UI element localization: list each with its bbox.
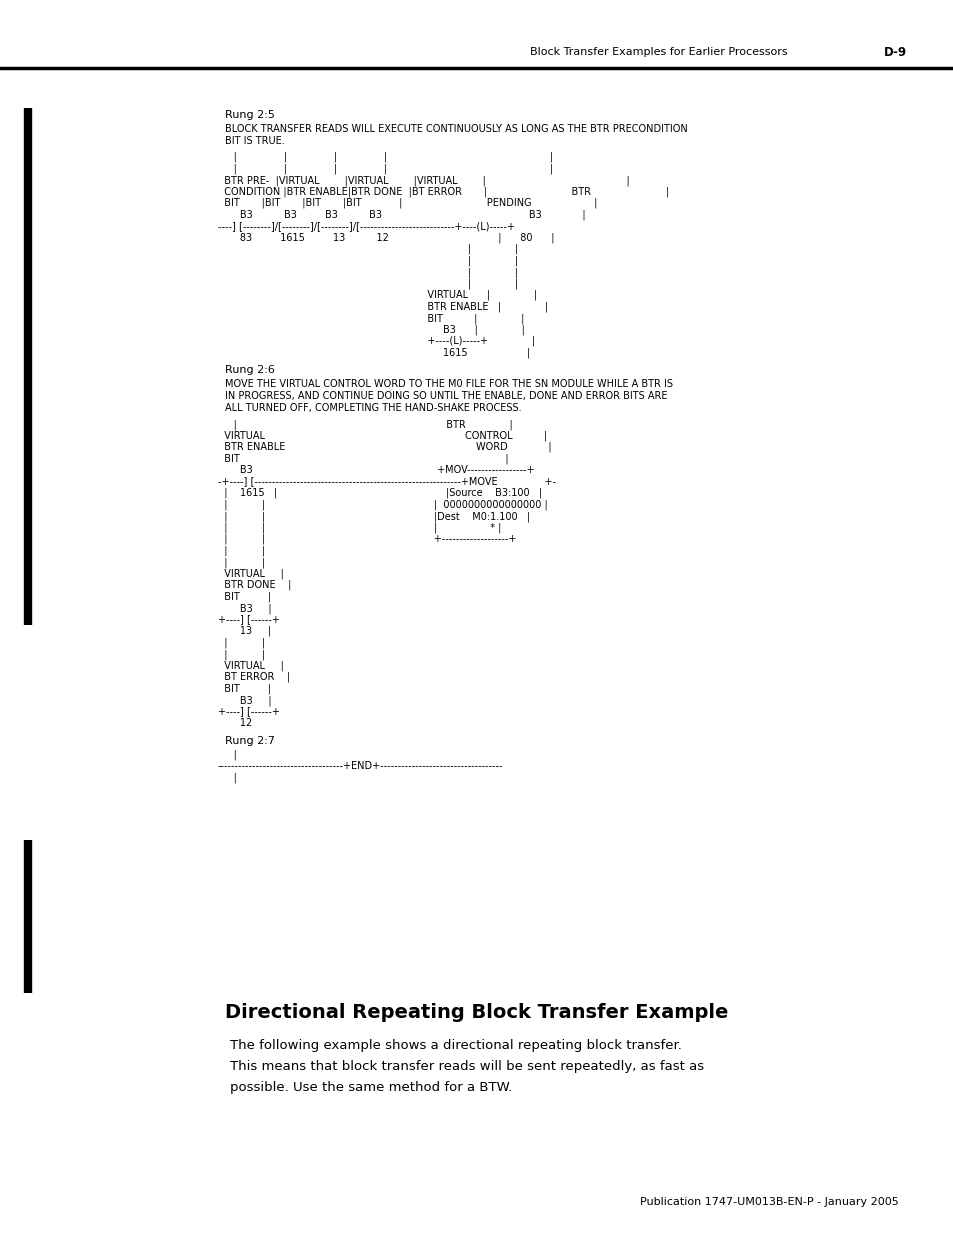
Text: ------------------------------------+END+-----------------------------------: ------------------------------------+END… <box>218 761 503 771</box>
Text: B3          B3         B3          B3                                           : B3 B3 B3 B3 <box>218 210 585 220</box>
Text: The following example shows a directional repeating block transfer.: The following example shows a directiona… <box>230 1039 681 1052</box>
Text: CONDITION |BTR ENABLE|BTR DONE  |BT ERROR       |                           BTR : CONDITION |BTR ENABLE|BTR DONE |BT ERROR… <box>218 186 669 198</box>
Text: ALL TURNED OFF, COMPLETING THE HAND-SHAKE PROCESS.: ALL TURNED OFF, COMPLETING THE HAND-SHAK… <box>225 403 521 412</box>
Text: This means that block transfer reads will be sent repeatedly, as fast as: This means that block transfer reads wil… <box>230 1060 703 1073</box>
Text: |    1615   |                                                      |Source    B3: | 1615 | |Source B3 <box>218 488 541 499</box>
Text: Rung 2:6: Rung 2:6 <box>225 366 274 375</box>
Text: |           |                                                      |  0000000000: | | | 0000000000 <box>218 499 547 510</box>
Text: ----] [--------]/[--------]/[--------]/[---------------------------+----(L)-----: ----] [--------]/[--------]/[--------]/[… <box>218 221 515 231</box>
Text: BTR DONE    |: BTR DONE | <box>218 580 291 590</box>
Text: 13     |: 13 | <box>218 626 271 636</box>
Text: B3                                                           +MOV---------------: B3 +MOV--------------- <box>218 466 534 475</box>
Text: +----] [------+: +----] [------+ <box>218 706 279 716</box>
Text: BTR PRE-  |VIRTUAL        |VIRTUAL        |VIRTUAL        |                     : BTR PRE- |VIRTUAL |VIRTUAL |VIRTUAL | <box>218 175 629 185</box>
Text: BIT         |: BIT | <box>218 683 271 694</box>
Text: VIRTUAL     |: VIRTUAL | <box>218 661 284 671</box>
Text: BLOCK TRANSFER READS WILL EXECUTE CONTINUOUSLY AS LONG AS THE BTR PRECONDITION: BLOCK TRANSFER READS WILL EXECUTE CONTIN… <box>225 124 687 135</box>
Text: BIT       |BIT       |BIT       |BIT            |                           PEND: BIT |BIT |BIT |BIT | PEND <box>218 198 597 209</box>
Text: |           |: | | <box>218 546 265 556</box>
Text: |               |               |               |                               : | | | | <box>218 163 553 174</box>
Text: B3     |: B3 | <box>218 603 272 614</box>
Text: BIT          |              |: BIT | | <box>218 312 524 324</box>
Text: |           |: | | <box>218 557 265 568</box>
Text: VIRTUAL      |              |: VIRTUAL | | <box>218 290 537 300</box>
Text: BIT                                                                             : BIT <box>218 453 508 464</box>
Text: BTR ENABLE   |              |: BTR ENABLE | | <box>218 301 548 312</box>
Text: |           |                                                      +------------: | | +------------ <box>218 534 516 545</box>
Text: VIRTUAL     |: VIRTUAL | <box>218 568 284 579</box>
Text: BIT         |: BIT | <box>218 592 271 601</box>
Text: |: | <box>218 750 236 760</box>
Text: |           |                                                      |            : | | | <box>218 522 501 534</box>
Text: |              |: | | <box>218 279 517 289</box>
Text: Publication 1747-UM013B-EN-P - January 2005: Publication 1747-UM013B-EN-P - January 2… <box>639 1197 898 1207</box>
Text: |           |                                                      |Dest    M0:1: | | |Dest M0:1 <box>218 511 530 521</box>
Text: possible. Use the same method for a BTW.: possible. Use the same method for a BTW. <box>230 1081 512 1094</box>
Text: |: | <box>218 773 236 783</box>
Text: IN PROGRESS, AND CONTINUE DOING SO UNTIL THE ENABLE, DONE AND ERROR BITS ARE: IN PROGRESS, AND CONTINUE DOING SO UNTIL… <box>225 391 667 401</box>
Text: BT ERROR    |: BT ERROR | <box>218 672 290 683</box>
Text: +----] [------+: +----] [------+ <box>218 615 279 625</box>
Text: BIT IS TRUE.: BIT IS TRUE. <box>225 136 284 146</box>
Text: Rung 2:5: Rung 2:5 <box>225 110 274 120</box>
Text: MOVE THE VIRTUAL CONTROL WORD TO THE M0 FILE FOR THE SN MODULE WHILE A BTR IS: MOVE THE VIRTUAL CONTROL WORD TO THE M0 … <box>225 379 672 389</box>
Text: 83         1615         13          12                                   |      : 83 1615 13 12 | <box>218 232 554 243</box>
Text: B3     |: B3 | <box>218 695 272 705</box>
Text: |               |               |               |                               : | | | | <box>218 152 553 163</box>
Text: |           |: | | <box>218 650 265 659</box>
Text: |              |: | | <box>218 256 517 266</box>
Text: Rung 2:7: Rung 2:7 <box>225 736 274 746</box>
Text: 12: 12 <box>218 718 252 727</box>
Text: |                                                                   BTR         : | BTR <box>218 419 512 430</box>
Text: 1615                   |: 1615 | <box>218 347 530 358</box>
Text: D-9: D-9 <box>883 46 906 58</box>
Text: |           |: | | <box>218 637 265 648</box>
Text: -+----] [-----------------------------------------------------------+MOVE       : -+----] [-------------------------------… <box>218 477 556 487</box>
Text: Block Transfer Examples for Earlier Processors: Block Transfer Examples for Earlier Proc… <box>530 47 787 57</box>
Text: Directional Repeating Block Transfer Example: Directional Repeating Block Transfer Exa… <box>225 1003 728 1023</box>
Text: B3      |              |: B3 | | <box>218 325 524 335</box>
Text: VIRTUAL                                                                CONTROL  : VIRTUAL CONTROL <box>218 431 547 441</box>
Text: +----(L)-----+              |: +----(L)-----+ | <box>218 336 535 347</box>
Text: BTR ENABLE                                                             WORD     : BTR ENABLE WORD <box>218 442 551 452</box>
Text: |              |: | | <box>218 267 517 278</box>
Text: |              |: | | <box>218 245 517 254</box>
